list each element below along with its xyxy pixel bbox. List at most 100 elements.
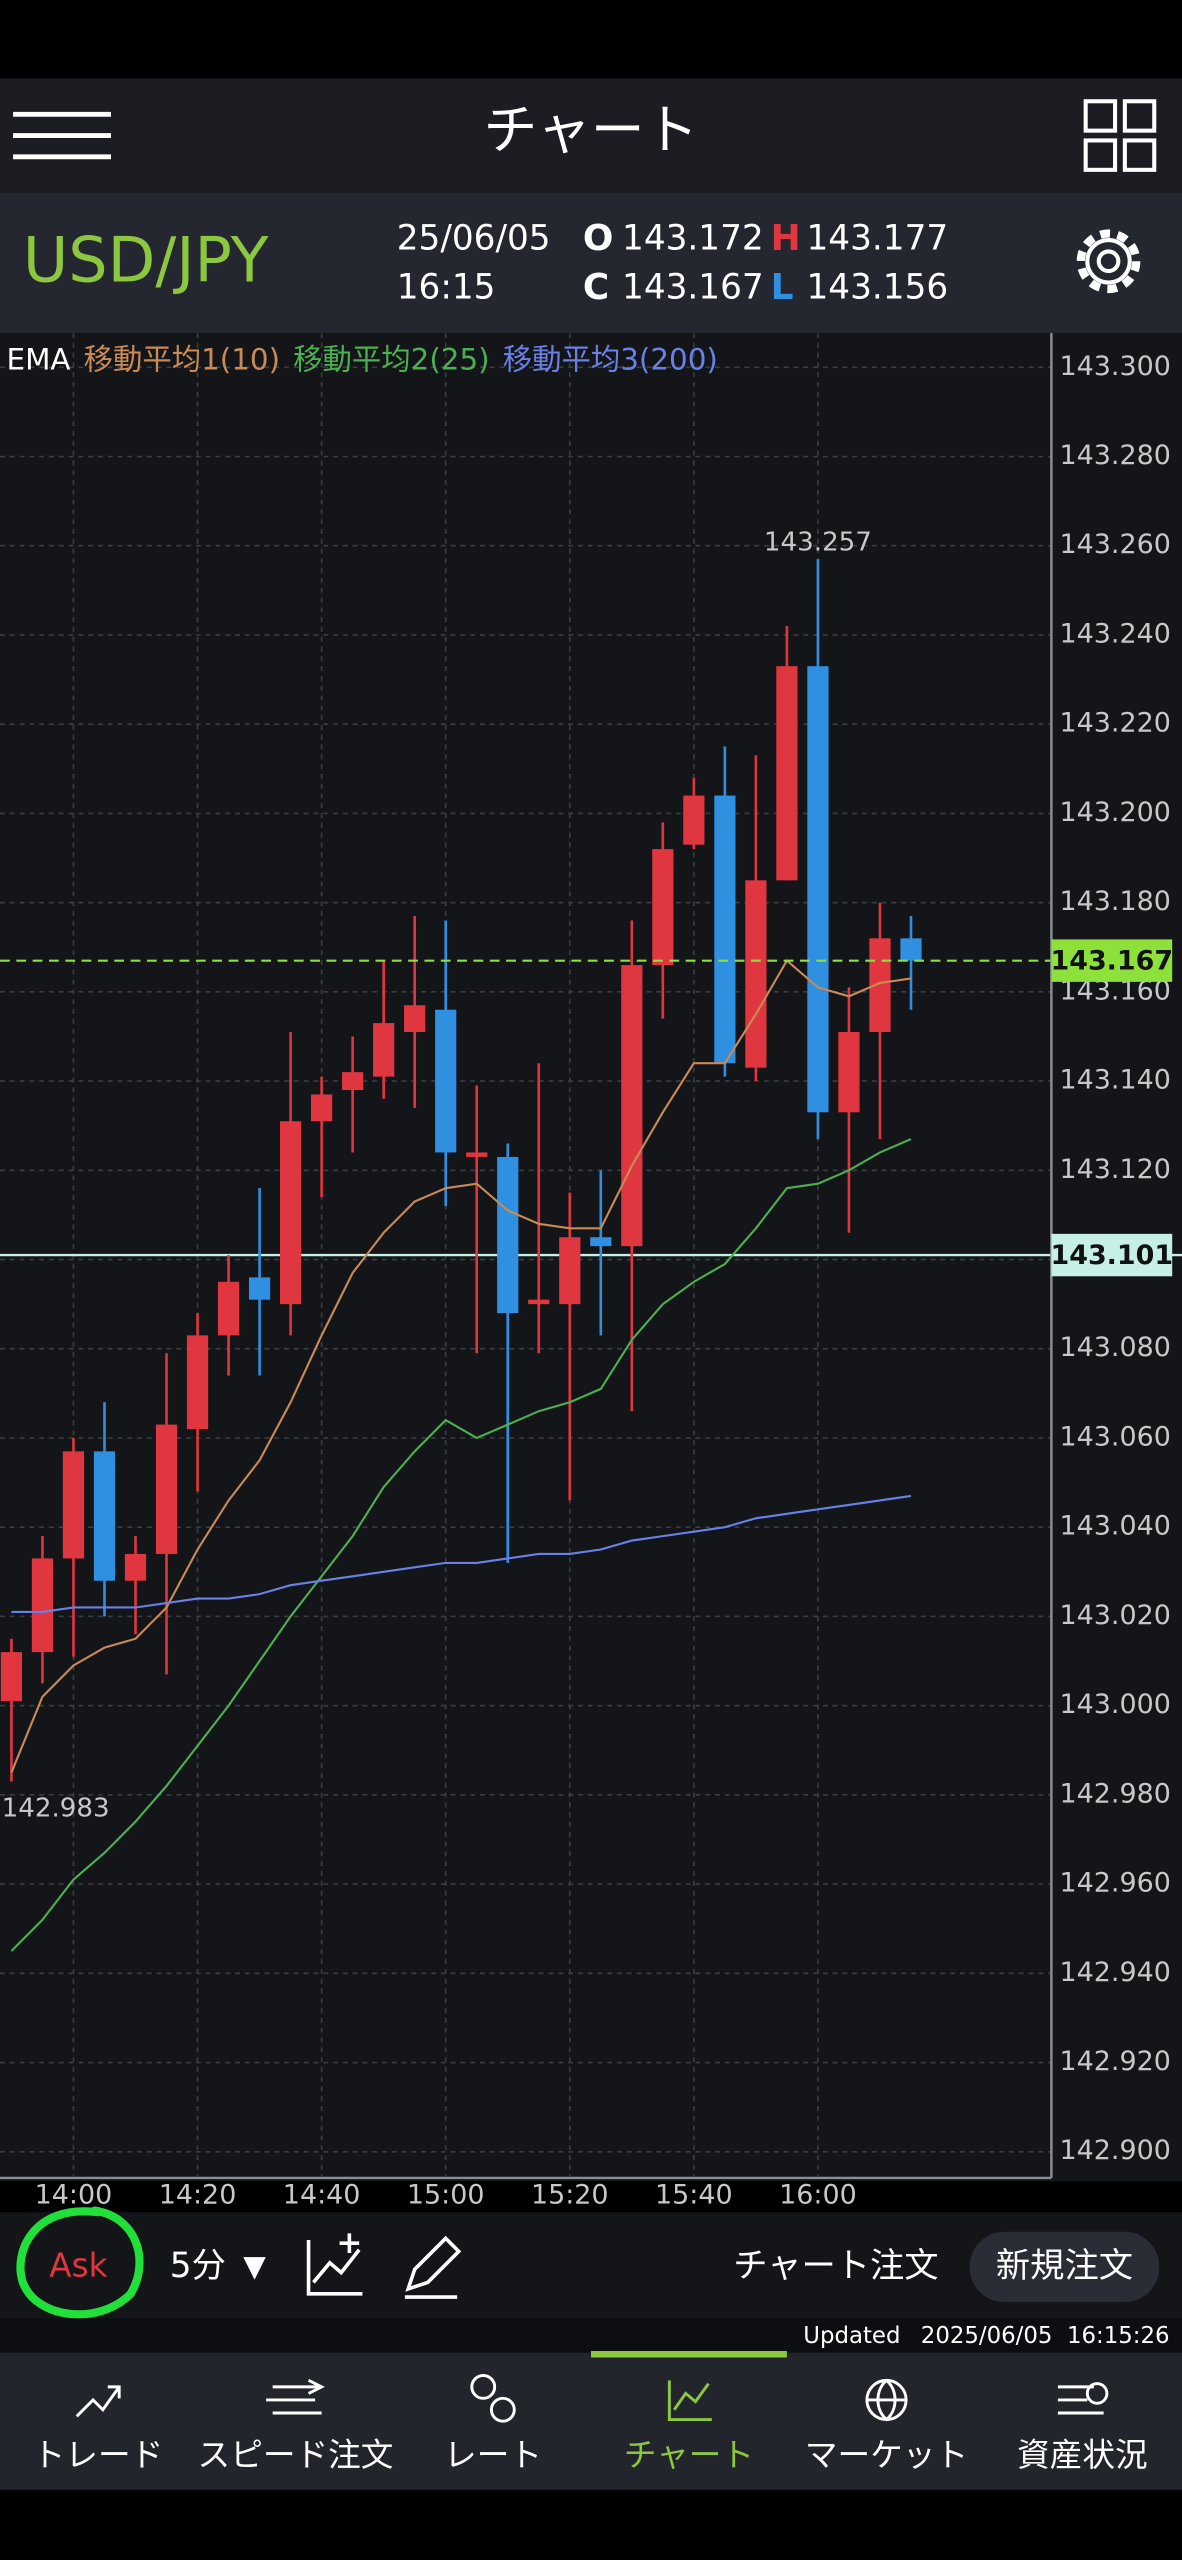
candle-body: [31, 1558, 54, 1653]
ema-line: [11, 1494, 912, 1614]
legend-entry: 移動平均2(25): [293, 342, 489, 376]
close-label: C: [583, 267, 609, 308]
candle-body: [466, 1152, 488, 1157]
candle-body: [869, 938, 891, 1033]
horizontal-line-label: 143.101: [1050, 1240, 1173, 1271]
price-side-button[interactable]: Ask: [49, 2247, 107, 2285]
nav-icon[interactable]: [865, 2378, 908, 2422]
low-marker: 142.983: [2, 1794, 110, 1824]
candle-body: [683, 795, 705, 845]
quote-date: 25/06/05: [397, 219, 551, 259]
y-tick-label: 143.000: [1060, 1689, 1171, 1720]
candle-body: [0, 1652, 23, 1702]
candle-body: [311, 1094, 333, 1122]
x-tick-label: 16:00: [779, 2179, 857, 2210]
candle-body: [776, 666, 798, 881]
y-tick-label: 143.260: [1060, 529, 1171, 560]
y-tick-label: 143.060: [1060, 1421, 1171, 1452]
y-tick-label: 143.200: [1060, 797, 1171, 828]
drawing-button[interactable]: [404, 2235, 462, 2299]
nav-icon[interactable]: [266, 2379, 325, 2415]
y-tick-label: 143.120: [1060, 1154, 1171, 1185]
price-tag: [1051, 939, 1173, 982]
y-tick-label: 142.960: [1060, 1868, 1171, 1899]
nav-icon[interactable]: [667, 2380, 712, 2422]
x-tick-label: 15:00: [407, 2179, 485, 2210]
candle-body: [342, 1072, 364, 1091]
candle-body: [62, 1451, 85, 1559]
candle-body: [807, 666, 829, 1113]
layout-button[interactable]: [1083, 99, 1157, 172]
interval-button[interactable]: 5分: [170, 2246, 226, 2286]
high-marker: 143.257: [764, 527, 872, 557]
low-label: L: [771, 267, 794, 308]
candle-body: [652, 849, 674, 966]
x-tick-label: 14:00: [35, 2179, 113, 2210]
nav-icon[interactable]: [1057, 2382, 1109, 2415]
nav-label[interactable]: チャート: [624, 2436, 754, 2474]
y-tick-label: 142.920: [1060, 2046, 1171, 2077]
candle-body: [155, 1424, 178, 1554]
open-value: 143.172: [622, 219, 764, 259]
horizontal-line-tag: [1051, 1233, 1173, 1277]
y-tick-label: 143.300: [1060, 351, 1171, 382]
candle-body: [528, 1299, 550, 1305]
y-tick-label: 142.900: [1060, 2135, 1171, 2166]
close-value: 143.167: [622, 268, 764, 308]
nav-active-indicator: [591, 2350, 787, 2358]
candle-body: [93, 1451, 116, 1581]
quote-time: 16:15: [397, 268, 496, 308]
candle-body: [838, 1032, 860, 1113]
candle-body: [217, 1281, 240, 1336]
nav-label[interactable]: マーケット: [805, 2436, 968, 2474]
status-strip: [0, 2318, 1182, 2353]
interval-dropdown[interactable]: ▼: [243, 2249, 266, 2283]
candle-body: [248, 1277, 271, 1300]
candle-body: [745, 880, 767, 1068]
candle-body: [497, 1156, 519, 1314]
chart-order-button[interactable]: チャート注文: [733, 2246, 938, 2286]
candle-body: [373, 1023, 395, 1077]
candle-body: [559, 1237, 581, 1305]
y-tick-label: 143.040: [1060, 1511, 1171, 1542]
x-tick-label: 14:20: [159, 2179, 237, 2210]
new-order-button[interactable]: 新規注文: [996, 2246, 1133, 2286]
plot: [0, 333, 1182, 2177]
candle-body: [714, 795, 736, 1064]
indicator-button[interactable]: [306, 2233, 363, 2296]
nav-label[interactable]: 資産状況: [1017, 2436, 1148, 2474]
y-tick-label: 143.020: [1060, 1600, 1171, 1631]
nav-label[interactable]: スピード注文: [198, 2436, 394, 2474]
candle-body: [186, 1335, 209, 1430]
high-value: 143.177: [807, 219, 949, 259]
x-tick-label: 15:20: [531, 2179, 609, 2210]
ema-line: [10, 1138, 912, 1952]
symbol[interactable]: USD/JPY: [23, 224, 269, 297]
y-tick-label: 143.140: [1060, 1065, 1171, 1096]
header-bar: [0, 78, 1182, 193]
candle-body: [124, 1553, 147, 1581]
new-order-button-bg[interactable]: [969, 2231, 1160, 2303]
updated-time: 2025/06/05 16:15:26: [921, 2323, 1170, 2349]
legend-entry: 移動平均3(200): [503, 342, 718, 376]
candle-body: [404, 1005, 426, 1033]
nav-icon[interactable]: [75, 2385, 121, 2418]
y-tick-label: 143.220: [1060, 708, 1171, 739]
nav-label[interactable]: トレード: [33, 2436, 164, 2474]
menu-button[interactable]: [13, 111, 112, 160]
nav-icon[interactable]: [470, 2374, 516, 2423]
header-title: チャート: [484, 99, 699, 162]
nav: トレード スピード注文 レート チャート マーケット 資産状況: [33, 2350, 1148, 2474]
candle-body: [900, 938, 922, 961]
candle-body: [590, 1237, 612, 1247]
legend-entry: 移動平均1(10): [84, 342, 280, 376]
candle-body: [279, 1121, 302, 1305]
nav-label[interactable]: レート: [444, 2436, 542, 2474]
y-tick-label: 142.940: [1060, 1957, 1171, 1988]
chart-area: [0, 333, 1182, 2182]
updated-label: Updated: [803, 2323, 900, 2349]
x-tick-label: 14:40: [283, 2179, 361, 2210]
ema-line: [10, 958, 912, 1773]
